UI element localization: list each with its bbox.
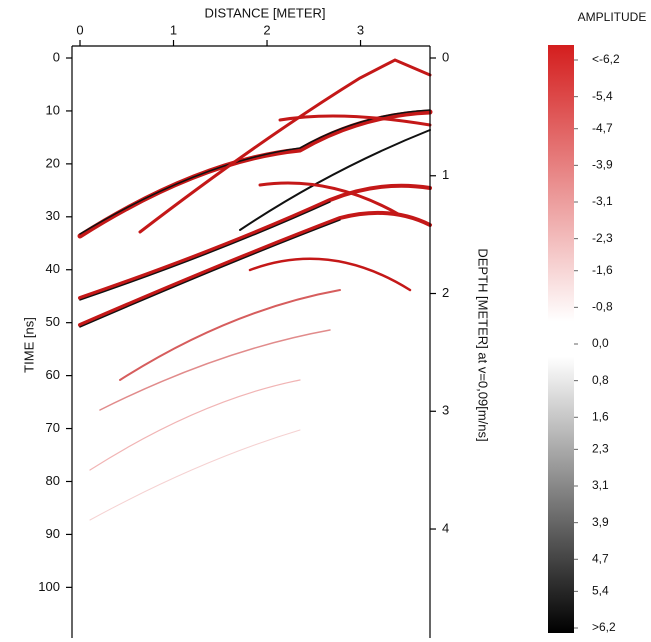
y2-axis-label: DEPTH [METER] at v=0,09[m/ns] (476, 248, 491, 441)
x-axis-label: DISTANCE [METER] (204, 5, 325, 20)
colorbar-tick-label: -1,6 (592, 263, 613, 277)
colorbar-tick-label: 1,6 (592, 409, 609, 423)
colorbar-tick-label: -0,8 (592, 300, 613, 314)
colorbar-tick-label: 0,8 (592, 373, 609, 387)
y2-tick-label: 0 (442, 49, 449, 64)
y2-tick-label: 1 (442, 167, 449, 182)
y2-tick-label: 2 (442, 285, 449, 300)
y-tick-label: 10 (46, 102, 60, 117)
colorbar-tick-label: 0,0 (592, 336, 609, 350)
y-tick-label: 0 (53, 49, 60, 64)
colorbar-tick-label: 5,4 (592, 584, 609, 598)
y-axis-label: TIME [ns] (21, 317, 36, 373)
x-tick-label: 1 (170, 22, 177, 37)
y2-tick-label: 4 (442, 520, 449, 535)
colorbar-tick-label: 3,9 (592, 515, 609, 529)
colorbar (548, 45, 574, 633)
colorbar-tick-label: <-6,2 (592, 52, 620, 66)
y-tick-label: 100 (38, 579, 60, 594)
colorbar-tick-label: 3,1 (592, 478, 609, 492)
y-tick-label: 40 (46, 261, 60, 276)
colorbar-tick-label: -2,3 (592, 231, 613, 245)
colorbar-tick-label: 2,3 (592, 442, 609, 456)
y-tick-label: 60 (46, 367, 60, 382)
colorbar-tick-label: -4,7 (592, 121, 613, 135)
y2-tick-label: 3 (442, 403, 449, 418)
x-tick-label: 2 (263, 22, 270, 37)
y-tick-label: 50 (46, 314, 60, 329)
y-tick-label: 30 (46, 208, 60, 223)
colorbar-tick-label: -3,9 (592, 158, 613, 172)
y-tick-label: 70 (46, 420, 60, 435)
radargram-image (77, 58, 433, 521)
colorbar-tick-label: >6,2 (592, 620, 616, 634)
colorbar-tick-label: -3,1 (592, 194, 613, 208)
y-tick-label: 90 (46, 526, 60, 541)
x-tick-label: 0 (76, 22, 83, 37)
y-tick-label: 20 (46, 155, 60, 170)
colorbar-tick-label: 4,7 (592, 551, 609, 565)
x-tick-label: 3 (357, 22, 364, 37)
colorbar-label: AMPLITUDE (578, 10, 647, 24)
y-tick-label: 80 (46, 473, 60, 488)
colorbar-tick-label: -5,4 (592, 89, 613, 103)
